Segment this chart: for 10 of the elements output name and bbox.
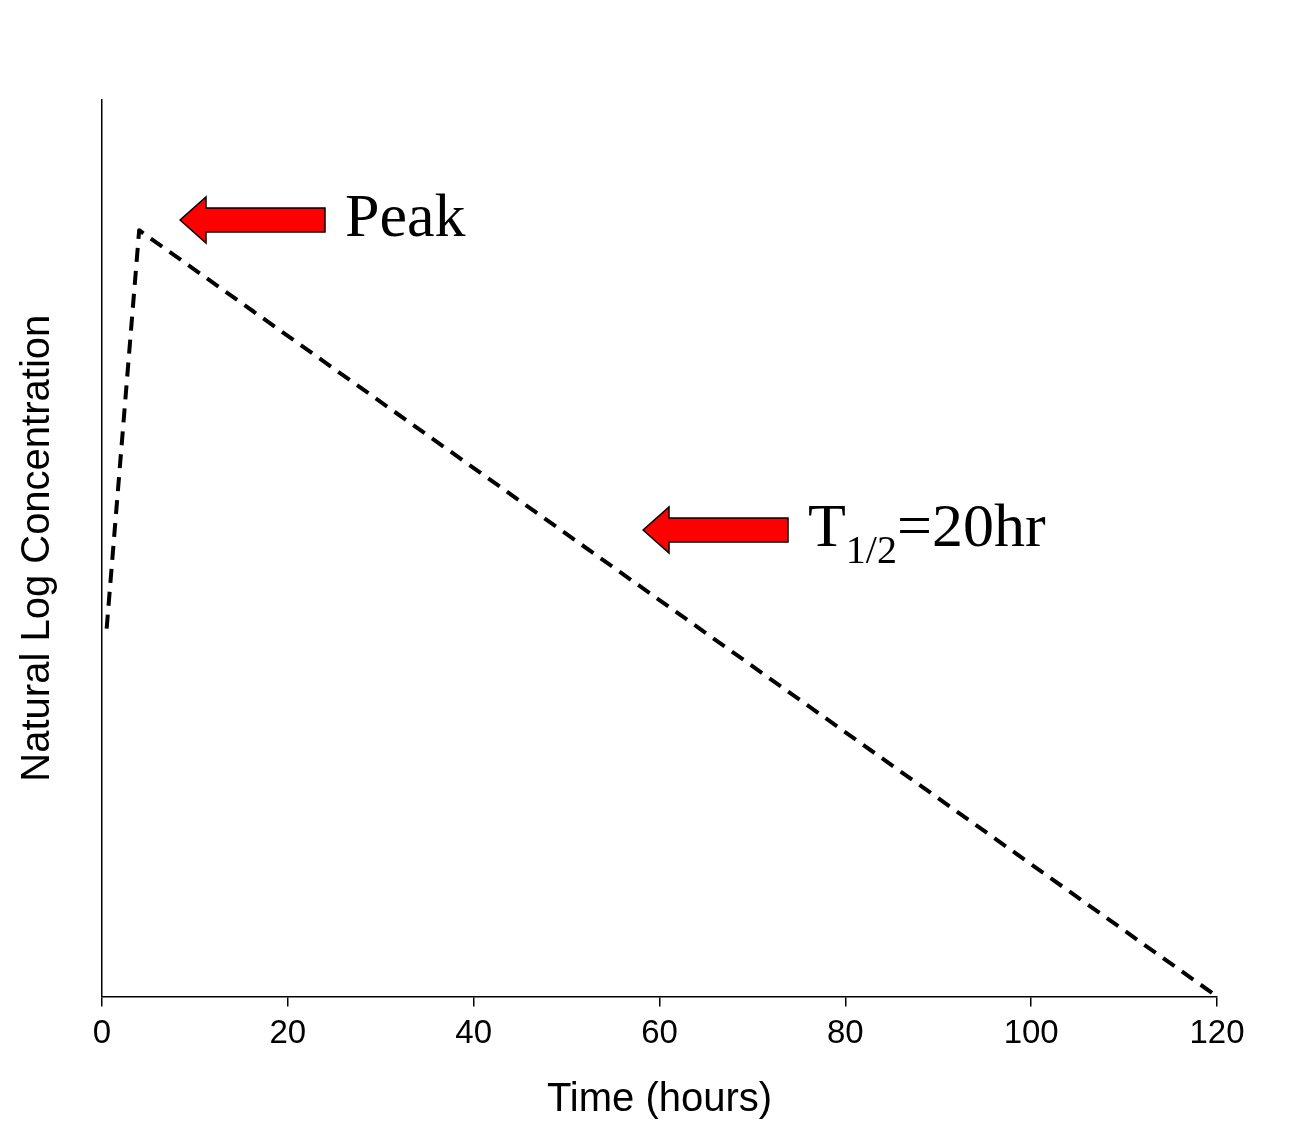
x-tick-label: 80 bbox=[826, 1013, 864, 1051]
x-tick-label: 60 bbox=[641, 1013, 678, 1051]
x-tick-label: 120 bbox=[1189, 1013, 1245, 1051]
x-tick-label: 100 bbox=[1003, 1013, 1059, 1051]
x-tick-label: 0 bbox=[92, 1013, 112, 1051]
annotation: Peak bbox=[345, 181, 466, 250]
x-axis-title: Time (hours) bbox=[546, 1075, 773, 1120]
y-axis-title: Natural Log Concentration bbox=[13, 314, 58, 782]
x-tick-label: 20 bbox=[269, 1013, 307, 1051]
x-tick-label: 40 bbox=[455, 1013, 493, 1051]
